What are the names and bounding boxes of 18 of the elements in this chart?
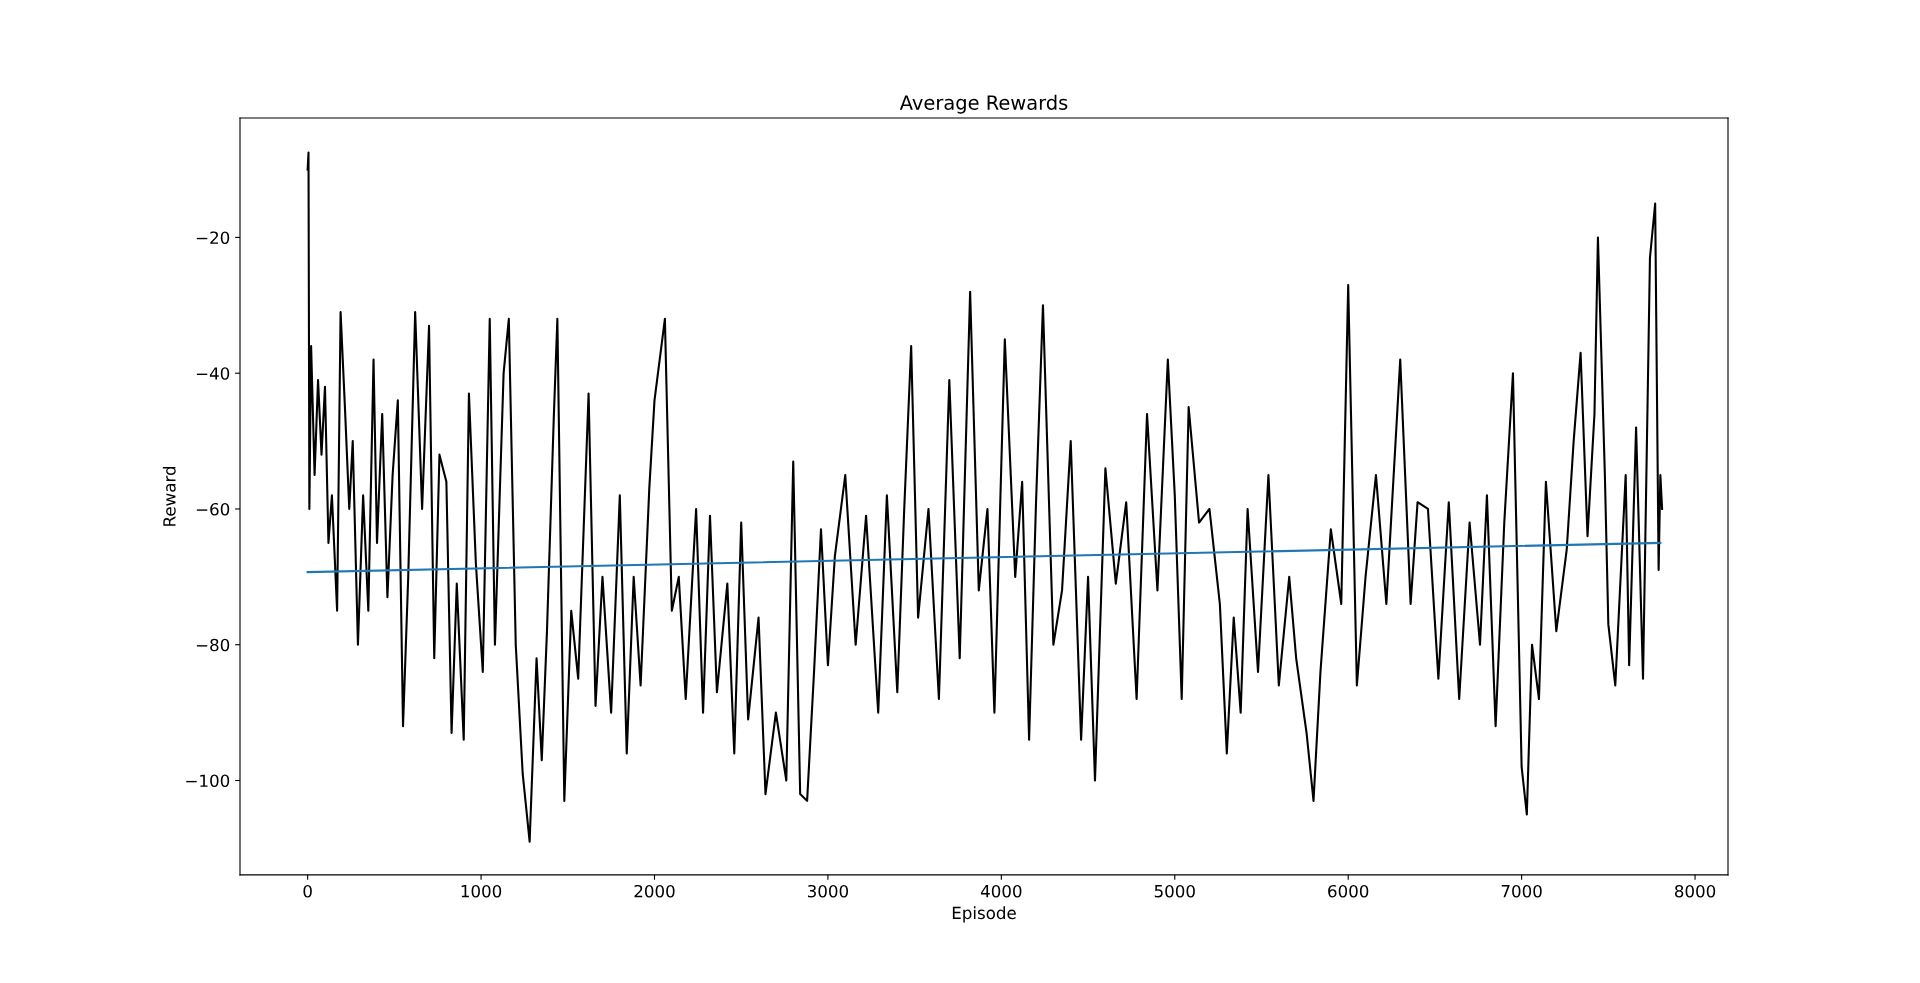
line-series [306, 151, 1664, 843]
y-tick-label: −60 [196, 502, 230, 516]
x-tick-label: 3000 [807, 884, 849, 898]
x-tick-label: 4000 [980, 884, 1022, 898]
x-tick-label: 1000 [461, 884, 502, 898]
y-tick-label: −20 [196, 231, 230, 245]
x-tick-label: 5000 [1154, 884, 1195, 898]
y-tick-label: −80 [196, 638, 230, 652]
y-axis-title: Reward [162, 466, 176, 526]
x-tick-label: 6000 [1328, 884, 1369, 898]
x-tick-label: 2000 [634, 884, 675, 898]
y-tick-label: −40 [196, 367, 230, 380]
x-tick-label: 7000 [1501, 884, 1542, 898]
chart-title: Average Rewards [899, 94, 1068, 114]
x-tick-label: 0 [303, 884, 312, 898]
x-tick-label: 8000 [1674, 884, 1716, 898]
y-tick-label: −100 [186, 774, 230, 788]
x-axis-title: Episode [952, 906, 1016, 923]
